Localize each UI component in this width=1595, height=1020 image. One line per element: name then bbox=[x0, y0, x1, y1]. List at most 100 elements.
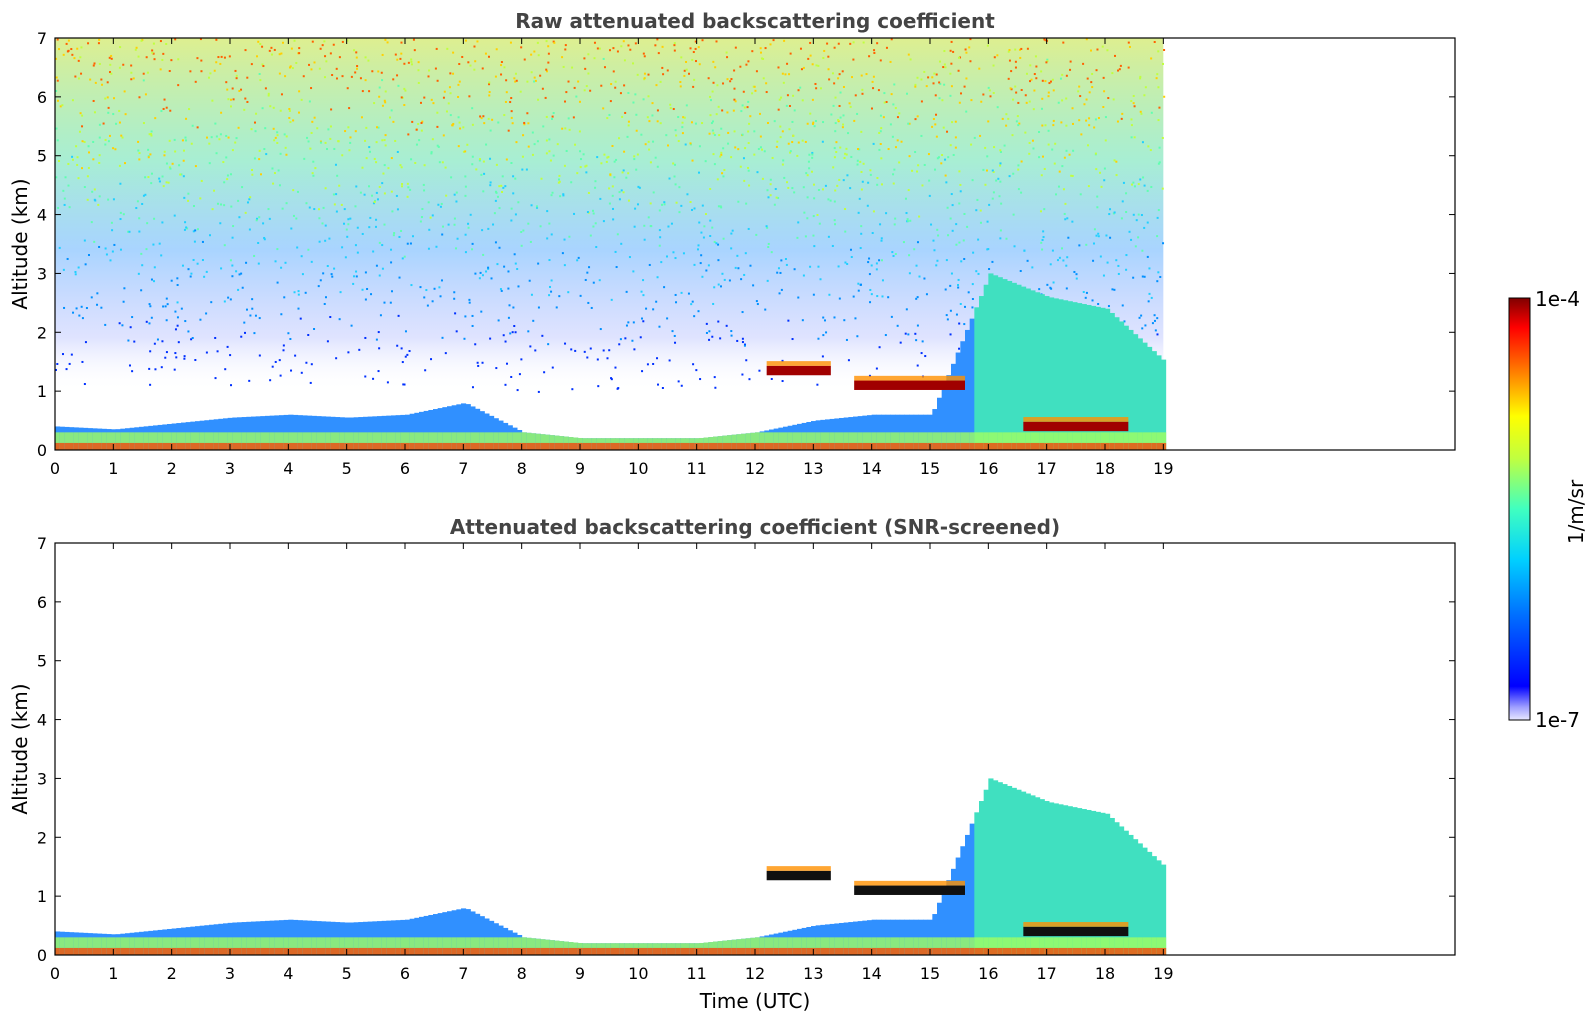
aerosol-core bbox=[825, 937, 831, 955]
noise-speck bbox=[379, 314, 382, 317]
aerosol-column bbox=[927, 414, 933, 450]
noise-speck bbox=[649, 161, 652, 164]
noise-speck bbox=[799, 86, 802, 89]
noise-speck bbox=[857, 211, 860, 214]
noise-speck bbox=[457, 116, 460, 119]
cloud-layer-edge bbox=[766, 866, 831, 871]
noise-speck bbox=[1062, 259, 1065, 262]
aerosol-core bbox=[190, 432, 196, 450]
aerosol-core bbox=[470, 432, 476, 450]
noise-speck bbox=[586, 356, 589, 359]
noise-speck bbox=[869, 288, 872, 291]
noise-speck bbox=[401, 257, 404, 260]
noise-speck bbox=[967, 291, 970, 294]
panel-screened-x-axis: 0 1 2 3 4 5 6 7 8 9 10 11 12 13 14 15 16 17 18 19 bbox=[50, 543, 1174, 983]
noise-speck bbox=[494, 75, 497, 78]
noise-speck bbox=[619, 338, 622, 341]
surface-layer bbox=[386, 442, 392, 450]
surface-layer bbox=[204, 947, 210, 955]
noise-speck bbox=[1065, 97, 1068, 100]
aerosol-core bbox=[1161, 432, 1167, 450]
surface-layer bbox=[815, 442, 821, 450]
noise-speck bbox=[548, 150, 551, 153]
noise-speck bbox=[1109, 208, 1112, 211]
surface-layer bbox=[913, 947, 919, 955]
surface-layer bbox=[797, 442, 803, 450]
noise-speck bbox=[194, 165, 197, 168]
noise-speck bbox=[278, 184, 281, 187]
noise-speck bbox=[576, 172, 579, 175]
noise-speck bbox=[1012, 98, 1015, 101]
noise-speck bbox=[108, 56, 111, 59]
noise-speck bbox=[205, 270, 208, 273]
noise-speck bbox=[301, 273, 304, 276]
aerosol-column bbox=[951, 363, 957, 450]
noise-speck bbox=[244, 97, 247, 100]
noise-speck bbox=[347, 223, 350, 226]
noise-speck bbox=[290, 227, 293, 230]
noise-speck bbox=[1061, 73, 1064, 76]
noise-speck bbox=[87, 254, 90, 257]
noise-speck bbox=[108, 134, 111, 137]
surface-layer bbox=[535, 947, 541, 955]
noise-speck bbox=[147, 155, 150, 158]
noise-speck bbox=[946, 318, 949, 321]
noise-speck bbox=[163, 154, 166, 157]
aerosol-core bbox=[750, 432, 756, 450]
noise-speck bbox=[634, 93, 637, 96]
aerosol-core bbox=[1095, 432, 1101, 450]
noise-speck bbox=[672, 251, 675, 254]
noise-speck bbox=[400, 185, 403, 188]
noise-speck bbox=[799, 47, 802, 50]
noise-speck bbox=[92, 64, 95, 67]
noise-speck bbox=[848, 102, 851, 105]
noise-speck bbox=[708, 330, 711, 333]
noise-speck bbox=[323, 76, 326, 79]
noise-speck bbox=[997, 177, 1000, 180]
noise-speck bbox=[870, 293, 873, 296]
noise-speck bbox=[318, 240, 321, 243]
aerosol-column bbox=[960, 341, 966, 450]
noise-speck bbox=[885, 101, 888, 104]
aerosol-column bbox=[451, 405, 457, 450]
aerosol-core bbox=[1151, 432, 1157, 450]
aerosol-core bbox=[69, 937, 75, 955]
aerosol-core bbox=[834, 432, 840, 450]
noise-speck bbox=[482, 115, 485, 118]
aerosol-core bbox=[106, 937, 112, 955]
noise-speck bbox=[192, 258, 195, 261]
aerosol-core bbox=[1067, 937, 1073, 955]
noise-speck bbox=[935, 264, 938, 267]
noise-speck bbox=[466, 143, 469, 146]
noise-speck bbox=[713, 134, 716, 137]
noise-speck bbox=[442, 134, 445, 137]
noise-speck bbox=[1062, 41, 1065, 44]
surface-layer bbox=[601, 947, 607, 955]
noise-speck bbox=[656, 38, 659, 41]
noise-speck bbox=[689, 143, 692, 146]
noise-speck bbox=[791, 141, 794, 144]
noise-speck bbox=[344, 130, 347, 133]
noise-speck bbox=[331, 275, 334, 278]
noise-speck bbox=[722, 237, 725, 240]
aerosol-core bbox=[223, 937, 229, 955]
noise-speck bbox=[235, 270, 238, 273]
aerosol-core bbox=[815, 432, 821, 450]
noise-speck bbox=[697, 171, 700, 174]
surface-layer bbox=[330, 442, 336, 450]
aerosol-core bbox=[78, 432, 84, 450]
noise-speck bbox=[335, 210, 338, 213]
noise-speck bbox=[1014, 60, 1017, 63]
surface-layer bbox=[1081, 442, 1087, 450]
aerosol-core bbox=[64, 432, 70, 450]
noise-speck bbox=[268, 217, 271, 220]
noise-speck bbox=[516, 389, 519, 392]
aerosol-core bbox=[209, 937, 215, 955]
noise-speck bbox=[504, 340, 507, 343]
noise-speck bbox=[716, 178, 719, 181]
noise-speck bbox=[860, 232, 863, 235]
noise-speck bbox=[844, 230, 847, 233]
noise-speck bbox=[169, 109, 172, 112]
noise-speck bbox=[883, 101, 886, 104]
noise-speck bbox=[500, 64, 503, 67]
